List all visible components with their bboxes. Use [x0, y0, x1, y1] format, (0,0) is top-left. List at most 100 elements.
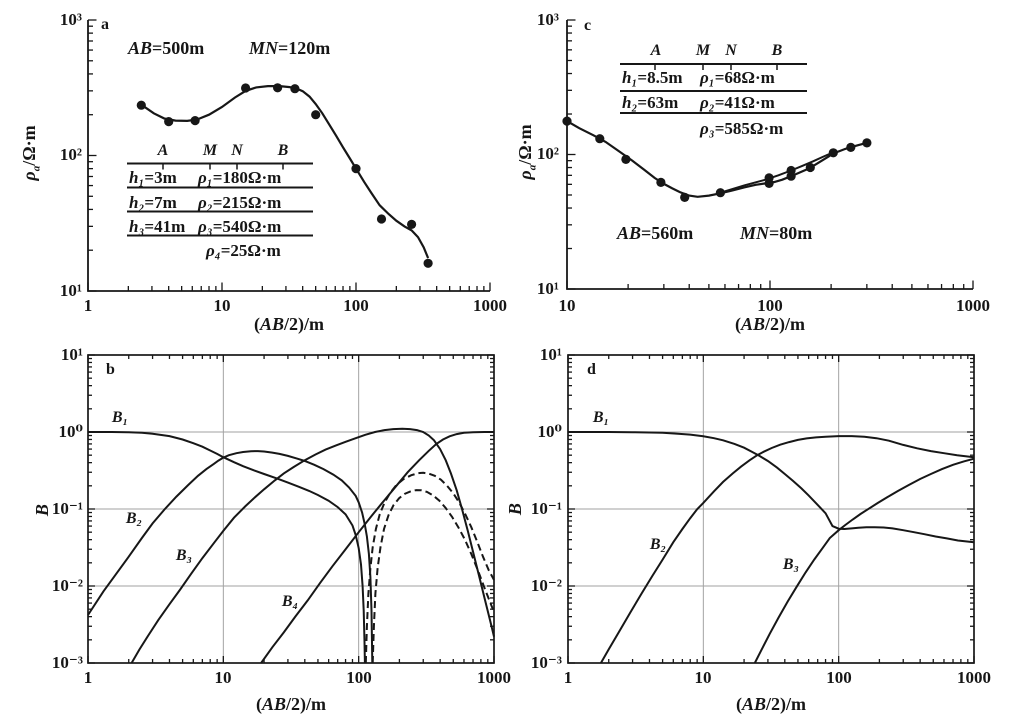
electrode-label-m: M — [202, 142, 218, 159]
series-curve-b-2 — [87, 450, 374, 664]
layer-rho1: ρ₁=180Ω·m — [198, 168, 282, 187]
layer-rho3: ρ₃=585Ω·m — [700, 119, 784, 138]
d-ytick-1e1: 10¹ — [539, 345, 562, 364]
a-y-axis-title: ρa/Ω·m — [19, 125, 43, 181]
curve-label-b3: B₃ — [782, 556, 800, 573]
series-curve-b-5 — [364, 471, 495, 664]
d-ytick-1e0: 10⁰ — [537, 422, 562, 441]
a-ytick-1e2: 10² — [59, 145, 82, 164]
c-ytick-1e3: 10³ — [536, 10, 559, 29]
panel-a — [87, 19, 491, 292]
d-xtick-100: 100 — [826, 668, 852, 687]
data-point — [376, 214, 387, 224]
series-curve-d-1 — [568, 431, 975, 544]
data-point — [407, 219, 417, 229]
data-point — [846, 142, 856, 152]
axis-ticks-b — [87, 354, 495, 664]
panel-c-mn-annotation: MN=80m — [740, 223, 813, 243]
panel-c-letter: c — [584, 17, 592, 34]
d-xtick-1000: 1000 — [957, 668, 991, 687]
layer-rho2: ρ₂=41Ω·m — [700, 93, 775, 112]
panel-c-ab-annotation: AB=560m — [617, 223, 694, 243]
layer-h1: h₁=3m — [129, 168, 177, 187]
a-x-axis-title: (AB/2)/m — [253, 314, 324, 334]
series-curve-b-1 — [88, 431, 366, 664]
layer-h3: h₃=41m — [129, 217, 186, 236]
series-curve-b-6 — [371, 489, 495, 664]
data-point — [862, 138, 872, 148]
electrode-label-a: A — [650, 42, 662, 59]
c-ytick-1e1: 10¹ — [536, 279, 559, 298]
b-y-axis-title: B — [31, 504, 52, 517]
series-curve-d-3 — [753, 457, 975, 664]
a-xtick-100: 100 — [343, 296, 369, 315]
b-ytick-1e0: 10⁰ — [58, 422, 83, 441]
plot-axes — [566, 20, 973, 290]
axis-ticks-d — [567, 354, 975, 664]
c-ytick-1e2: 10² — [536, 144, 559, 163]
series-curve-b-3 — [130, 427, 495, 664]
data-point — [241, 83, 251, 93]
b-ytick-1e1: 10¹ — [60, 345, 83, 364]
a-xtick-1: 1 — [83, 296, 93, 315]
data-point — [290, 84, 300, 94]
d-x-axis-title: (AB/2)/m — [735, 694, 806, 714]
layer-rho1: ρ₁=68Ω·m — [700, 68, 775, 87]
electrode-label-n: N — [725, 42, 737, 59]
data-point — [351, 164, 361, 174]
curve-label-b1: B₁ — [111, 409, 129, 426]
data-point — [715, 188, 726, 198]
a-xtick-1000: 1000 — [473, 296, 507, 315]
layer-h2: h₂=63m — [622, 93, 679, 112]
data-point — [656, 177, 666, 187]
d-ytick-1e-3: 10⁻³ — [530, 653, 562, 672]
d-xtick-10: 10 — [694, 668, 712, 687]
data-point — [680, 192, 690, 202]
curve-label-b1: B₁ — [592, 409, 610, 426]
b-xtick-1000: 1000 — [477, 668, 511, 687]
data-point — [311, 110, 321, 120]
panel-a-letter: a — [101, 16, 109, 33]
data-point — [136, 100, 146, 110]
fitted-curve — [140, 85, 430, 259]
data-point — [423, 258, 433, 268]
d-ytick-1e-2: 10⁻² — [530, 576, 562, 595]
curve-label-b4: B₄ — [281, 593, 299, 610]
electrode-label-n: N — [231, 142, 243, 159]
data-point — [273, 83, 283, 93]
second-branch-curve — [720, 152, 832, 194]
data-point — [805, 162, 815, 173]
panel-c — [562, 19, 974, 290]
data-point — [621, 154, 631, 164]
c-y-axis-title: ρa/Ω·m — [515, 124, 539, 180]
b-xtick-10: 10 — [214, 668, 232, 687]
c-x-axis-title: (AB/2)/m — [734, 314, 805, 334]
b-ytick-1e-2: 10⁻² — [51, 576, 83, 595]
c-xtick-100: 100 — [757, 296, 783, 315]
d-xtick-1: 1 — [563, 668, 573, 687]
data-point — [595, 134, 605, 144]
layer-rho4: ρ₄=25Ω·m — [206, 241, 281, 260]
layer-rho2: ρ₂=215Ω·m — [198, 193, 282, 212]
panel-b-letter: b — [106, 361, 115, 378]
panel-a-mn-annotation: MN=120m — [249, 38, 331, 58]
d-y-axis-title: B — [504, 503, 525, 516]
c-xtick-10: 10 — [558, 296, 576, 315]
a-ytick-1e1: 10¹ — [59, 281, 82, 300]
curve-label-b3: B₃ — [175, 547, 193, 564]
data-point — [786, 165, 796, 176]
series-curve-d-2 — [600, 435, 975, 664]
electrode-label-b: B — [771, 42, 783, 59]
electrode-label-m: M — [695, 42, 711, 59]
panel-a-ab-annotation: AB=500m — [128, 38, 205, 58]
data-point — [190, 116, 200, 126]
a-ytick-1e3: 10³ — [59, 10, 82, 29]
layer-rho3: ρ₃=540Ω·m — [198, 217, 282, 236]
series-curve-b-4 — [260, 431, 494, 664]
layer-h2: h₂=7m — [129, 193, 177, 212]
b-ytick-1e-1: 10⁻¹ — [51, 499, 83, 518]
curve-label-b2: B₂ — [649, 536, 667, 553]
a-xtick-10: 10 — [213, 296, 231, 315]
panel-b — [87, 354, 495, 664]
